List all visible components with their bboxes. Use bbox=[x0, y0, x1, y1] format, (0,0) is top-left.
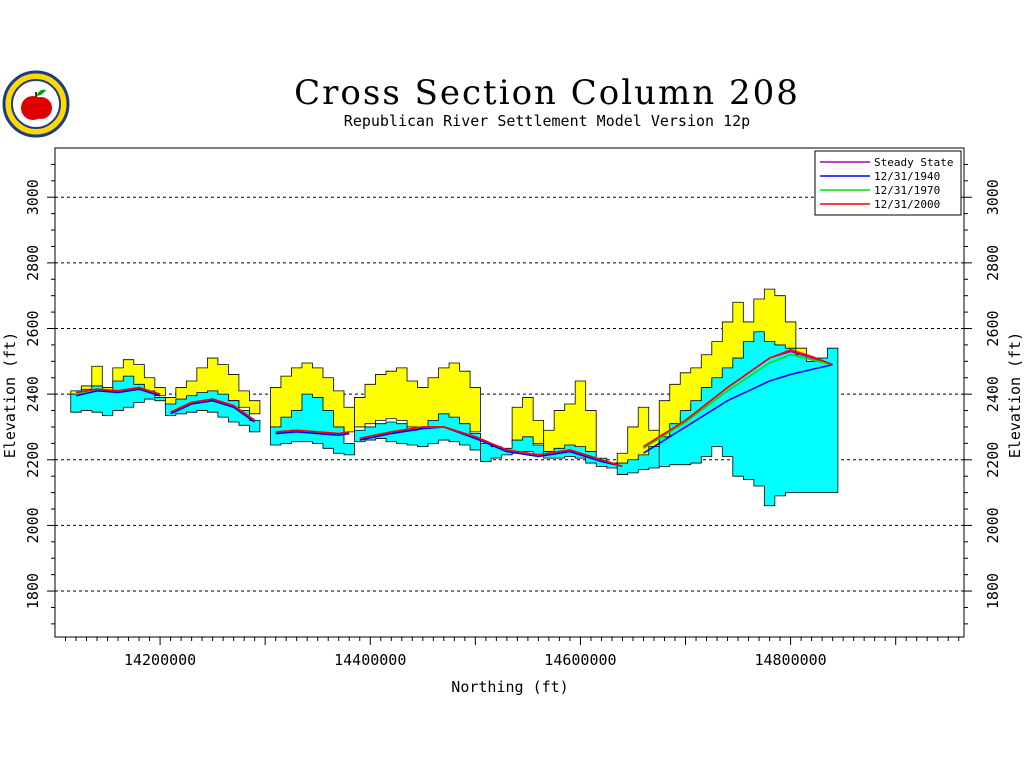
y-tick-label-left-4: 2600 bbox=[24, 310, 42, 346]
x-tick-label-1: 14400000 bbox=[334, 651, 406, 669]
y-tick-label-left-6: 3000 bbox=[24, 179, 42, 215]
y-tick-label-left-1: 2000 bbox=[24, 507, 42, 543]
y-tick-label-right-6: 3000 bbox=[984, 179, 1002, 215]
chart-subtitle: Republican River Settlement Model Versio… bbox=[344, 112, 750, 130]
series-3-segment-2 bbox=[275, 429, 350, 435]
x-tick-label-3: 14800000 bbox=[754, 651, 826, 669]
x-tick-label-0: 14200000 bbox=[124, 651, 196, 669]
y-axis-ticks-right: 1800 2000 2200 2400 2600 2800 3000 bbox=[964, 163, 1002, 625]
series-3-segment-0 bbox=[75, 386, 161, 395]
series-2-segment-4 bbox=[643, 353, 833, 449]
y-tick-label-left-2: 2200 bbox=[24, 442, 42, 478]
y-axis-ticks-left: 1800 2000 2200 2400 2600 2800 3000 bbox=[24, 163, 55, 625]
x-axis-label: Northing (ft) bbox=[451, 678, 568, 696]
x-axis-ticks: 14200000 14400000 14600000 14800000 bbox=[65, 637, 960, 669]
layer-1-segment-7 bbox=[658, 331, 839, 507]
y-tick-label-left-0: 1800 bbox=[24, 573, 42, 609]
elevation-layers bbox=[70, 288, 839, 507]
y-tick-label-right-1: 2000 bbox=[984, 507, 1002, 543]
layer-1-segment-2 bbox=[270, 393, 355, 456]
series-1-segment-1 bbox=[170, 399, 256, 423]
y-tick-label-right-3: 2400 bbox=[984, 376, 1002, 412]
layer-1-segment-6 bbox=[616, 446, 660, 475]
legend-label-2: 12/31/1970 bbox=[874, 184, 940, 197]
layer-1-segment-5 bbox=[543, 444, 618, 469]
series-3-segment-4 bbox=[643, 348, 833, 448]
layer-1-segment-1 bbox=[164, 390, 261, 433]
series-1-segment-3 bbox=[359, 426, 623, 468]
y-axis-label-left: Elevation (ft) bbox=[1, 332, 19, 458]
plot-frame bbox=[54, 147, 965, 638]
y-tick-label-right-2: 2200 bbox=[984, 442, 1002, 478]
layer-0-segment-3 bbox=[354, 362, 482, 433]
agency-seal-logo bbox=[2, 70, 70, 138]
series-1-segment-4 bbox=[643, 363, 833, 454]
series-1-segment-0 bbox=[75, 388, 161, 397]
head-lines bbox=[75, 348, 833, 468]
y-tick-label-right-0: 1800 bbox=[984, 573, 1002, 609]
legend-label-0: Steady State bbox=[874, 156, 953, 169]
y-axis-label-right: Elevation (ft) bbox=[1006, 332, 1024, 458]
series-3-segment-1 bbox=[170, 398, 256, 422]
legend-label-3: 12/31/2000 bbox=[874, 198, 940, 211]
series-3-segment-3 bbox=[359, 426, 623, 468]
x-tick-label-2: 14600000 bbox=[544, 651, 616, 669]
legend-label-1: 12/31/1940 bbox=[874, 170, 940, 183]
series-1-segment-2 bbox=[275, 431, 350, 436]
y-tick-label-left-5: 2800 bbox=[24, 245, 42, 281]
y-tick-label-left-3: 2400 bbox=[24, 376, 42, 412]
plot-area: 14200000 14400000 14600000 14800000 1800 200… bbox=[24, 147, 1002, 669]
y-tick-label-right-5: 2800 bbox=[984, 245, 1002, 281]
legend: Steady State12/31/194012/31/197012/31/20… bbox=[814, 150, 962, 216]
chart-title: Cross Section Column 208 bbox=[294, 73, 800, 113]
y-tick-label-right-4: 2600 bbox=[984, 310, 1002, 346]
